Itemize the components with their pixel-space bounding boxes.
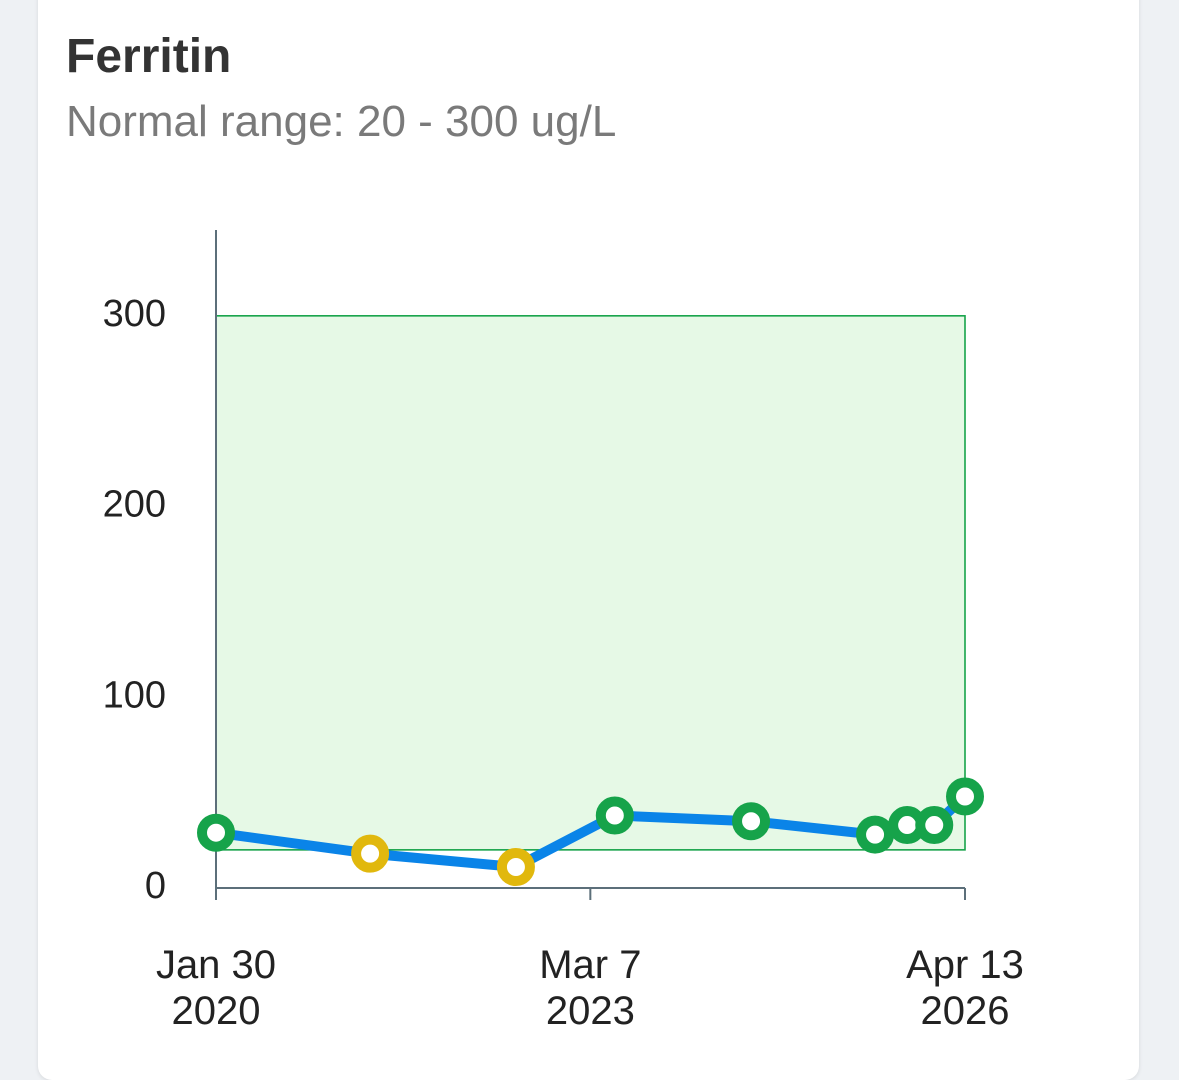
data-point-normal: [946, 777, 984, 816]
data-point-normal: [856, 815, 895, 854]
card-title: Ferritin: [66, 30, 232, 83]
y-tick-label: 200: [103, 484, 166, 526]
x-tick-label-date: Jan 30: [156, 943, 276, 987]
data-point-out-of-range: [496, 848, 535, 887]
data-point-normal: [915, 806, 954, 845]
x-tick-label-date: Apr 13: [906, 943, 1024, 987]
x-tick-label-year: 2020: [172, 989, 261, 1033]
normal-range-subtitle: Normal range: 20 - 300 ug/L: [66, 97, 617, 146]
y-tick-label: 0: [145, 865, 166, 907]
data-point-out-of-range: [351, 834, 390, 873]
x-tick-label-year: 2023: [546, 989, 635, 1033]
data-point-normal: [595, 796, 634, 835]
data-point-normal: [197, 813, 235, 852]
data-point-normal: [732, 802, 771, 841]
x-tick-label-date: Mar 7: [539, 943, 641, 987]
x-tick-label-year: 2026: [921, 989, 1010, 1033]
y-tick-label: 100: [103, 674, 166, 716]
y-tick-label: 300: [103, 293, 166, 335]
normal-range-band: [215, 315, 966, 851]
